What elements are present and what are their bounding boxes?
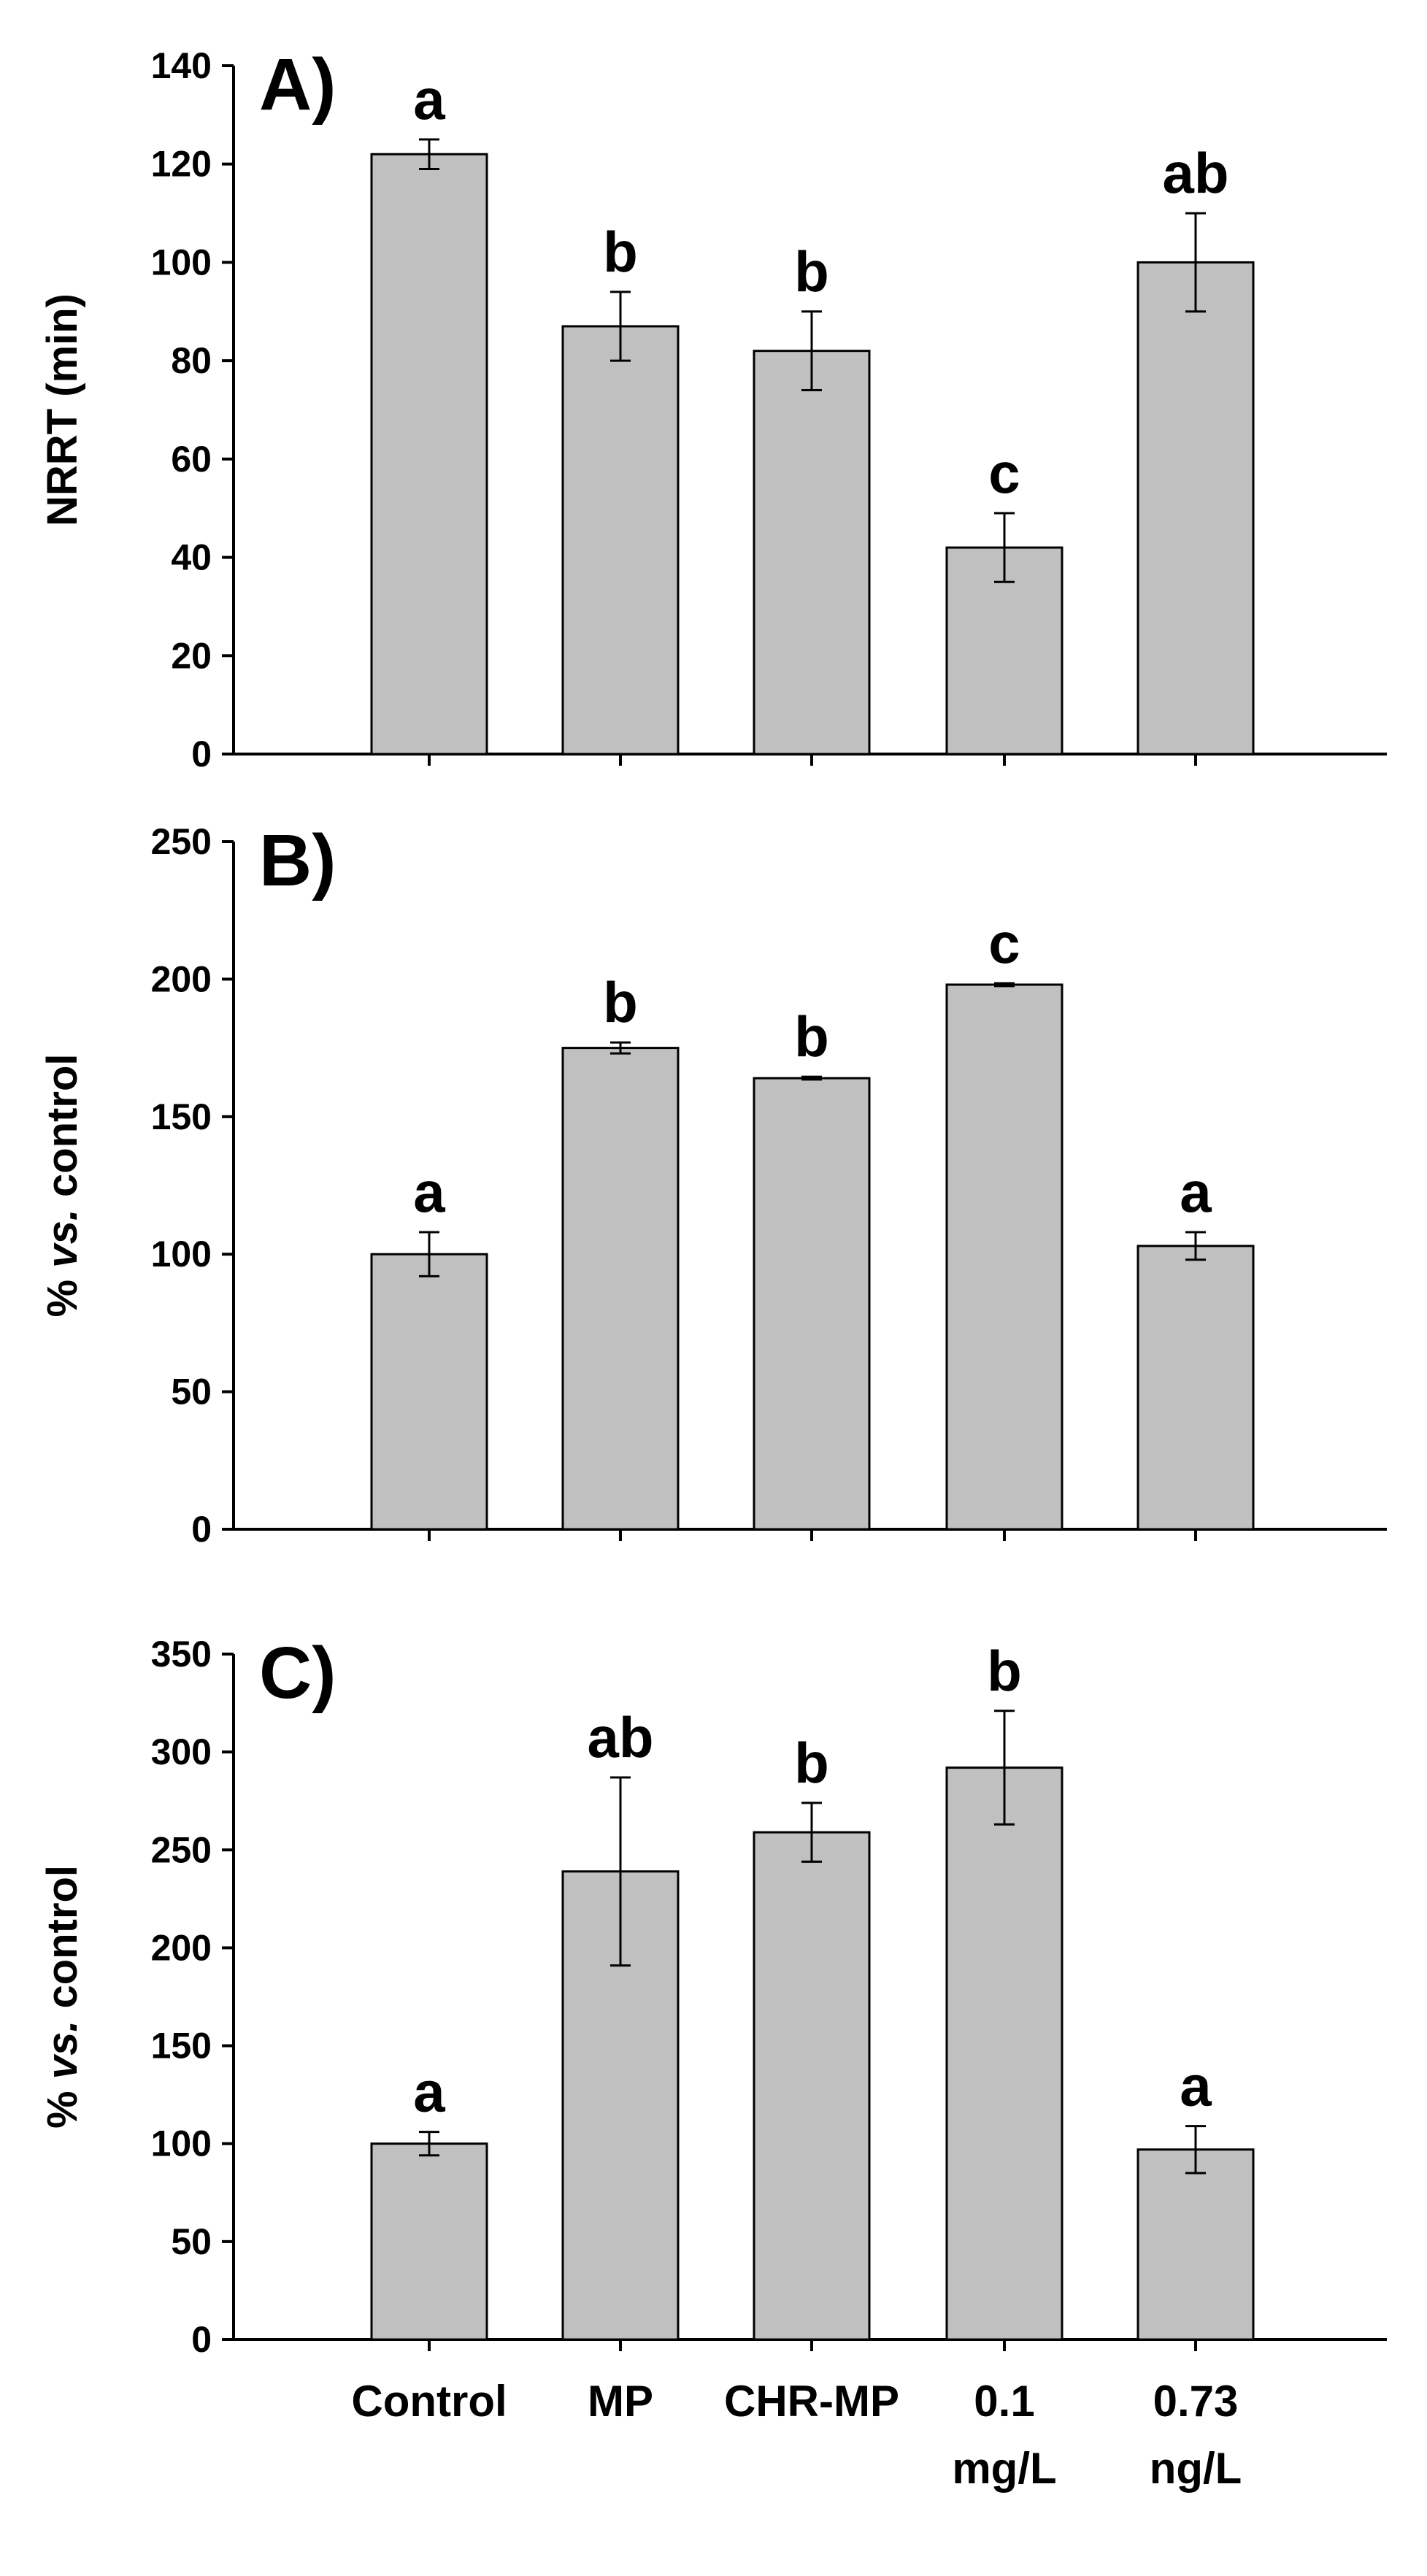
bar [1136,261,1255,756]
y-tick-label: 140 [151,45,212,86]
bar [370,1253,488,1531]
x-category-label: mg/L [952,2444,1056,2493]
significance-letter: a [1180,1160,1212,1224]
significance-letter: a [413,1160,445,1224]
bar [945,983,1063,1531]
significance-letter: b [603,970,638,1034]
bar [1136,2148,1255,2341]
significance-letter: a [413,2060,445,2124]
y-axis-label-prefix: % [39,1268,86,1318]
x-category-label: 0.1 [974,2377,1034,2426]
y-tick-label: 300 [151,1731,212,1772]
y-tick-label: 100 [151,242,212,282]
y-axis-label: % vs. control [39,1865,86,2129]
y-tick-label: 350 [151,1634,212,1675]
y-tick-label: 150 [151,2026,212,2066]
y-axis-label-suffix: control [39,1054,86,1210]
significance-letter: c [988,441,1020,505]
bar [945,1766,1063,2341]
x-category-label: MP [588,2377,653,2426]
panel-label: B) [259,820,336,901]
y-tick-label: 0 [191,2319,212,2360]
y-tick-label: 0 [191,1509,212,1550]
bar [753,1831,871,2341]
y-axis-label-italic: vs. [39,2021,86,2080]
significance-letter: a [413,67,445,131]
y-tick-label: 200 [151,1927,212,1968]
y-tick-label: 20 [171,635,212,676]
significance-letter: b [603,220,638,284]
x-category-label: Control [351,2377,507,2426]
significance-letter: a [1180,2054,1212,2118]
y-axis-label-prefix: % [39,2079,86,2129]
panel-label: A) [259,44,336,126]
panel-label: C) [259,1632,336,1714]
y-tick-label: 0 [191,734,212,774]
significance-letter: b [987,1639,1022,1703]
significance-letter: ab [1162,141,1228,205]
y-tick-label: 50 [171,2221,212,2262]
bar [753,350,871,756]
y-tick-label: 150 [151,1096,212,1137]
significance-letter: b [794,239,829,304]
bar [370,153,488,756]
y-tick-label: 100 [151,1234,212,1274]
y-axis-label: NRRT (min) [39,293,86,526]
x-category-label: CHR-MP [724,2377,899,2426]
significance-letter: ab [587,1705,653,1769]
x-category-labels: Control MP CHR-MP 0.1 mg/L 0.73 ng/L [351,2377,1242,2493]
y-tick-label: 200 [151,958,212,999]
significance-letter: b [794,1731,829,1795]
x-category-label: ng/L [1150,2444,1242,2493]
y-axis-label-suffix: control [39,1865,86,2021]
y-axis-label: % vs. control [39,1054,86,1318]
bar [561,325,680,756]
y-tick-label: 80 [171,340,212,381]
bar [1136,1245,1255,1531]
y-tick-label: 250 [151,1829,212,1870]
x-category-label: 0.73 [1153,2377,1239,2426]
bar [753,1077,871,1531]
significance-letter: c [988,911,1020,975]
y-tick-label: 250 [151,821,212,862]
y-axis-label-italic: vs. [39,1209,86,1268]
y-tick-label: 100 [151,2123,212,2164]
bar [370,2142,488,2341]
y-tick-label: 50 [171,1372,212,1412]
y-tick-label: 120 [151,144,212,185]
y-tick-label: 40 [171,537,212,578]
y-tick-label: 60 [171,439,212,480]
bar [561,1047,680,1531]
significance-letter: b [794,1004,829,1069]
